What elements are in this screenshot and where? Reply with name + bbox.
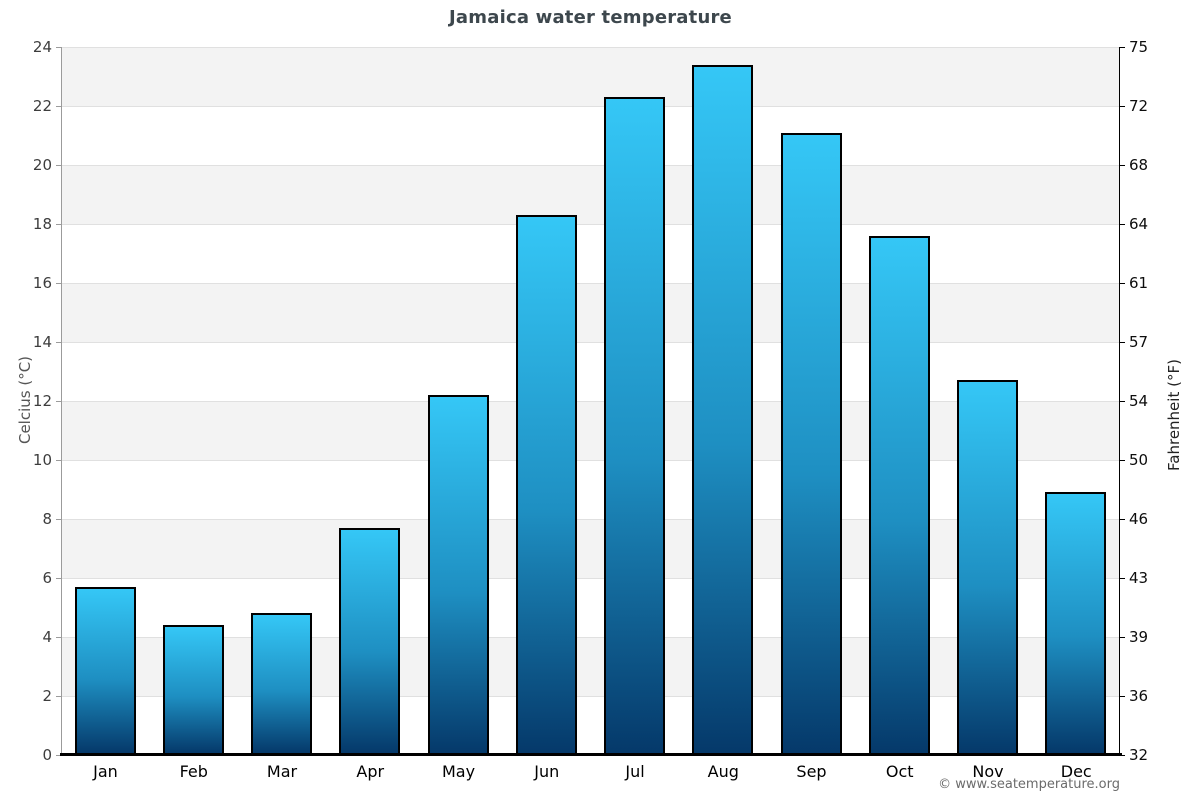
- gridline: [61, 223, 1120, 225]
- y-axis-right-tick: [1120, 636, 1125, 638]
- y-axis-right-tick: [1120, 341, 1125, 343]
- y-axis-left-tick: [56, 459, 61, 461]
- y-axis-right-tick-label: 43: [1129, 569, 1149, 587]
- y-axis-right-tick-label: 68: [1129, 156, 1149, 174]
- y-axis-left-tick-label: 10: [32, 451, 52, 469]
- y-axis-right-tick: [1120, 459, 1125, 461]
- gridline: [61, 282, 1120, 284]
- y-axis-left-tick: [56, 754, 61, 756]
- y-axis-left-title: Celcius (°C): [16, 355, 34, 445]
- y-axis-right-title: Fahrenheit (°F): [1165, 359, 1183, 471]
- y-axis-left-tick: [56, 400, 61, 402]
- copyright-attribution: © www.seatemperature.org: [938, 777, 1120, 792]
- bar-nov: [957, 380, 1019, 755]
- month-label-mar: Mar: [266, 762, 298, 781]
- y-axis-left-tick: [56, 341, 61, 343]
- y-axis-right-line: [1119, 47, 1120, 755]
- y-axis-left-tick: [56, 577, 61, 579]
- bar-sep: [780, 132, 842, 755]
- y-axis-right-tick-label: 39: [1129, 628, 1149, 646]
- bar-oct: [868, 235, 930, 755]
- month-label-oct: Oct: [885, 762, 914, 781]
- y-axis-left-tick: [56, 518, 61, 520]
- bar-mar: [251, 613, 313, 755]
- gridline: [61, 341, 1120, 343]
- y-axis-right-tick-label: 72: [1129, 97, 1149, 115]
- y-axis-left-tick: [56, 46, 61, 48]
- gridline: [61, 105, 1120, 107]
- month-label-nov: Nov: [972, 762, 1004, 781]
- y-axis-right-tick-label: 61: [1129, 274, 1149, 292]
- y-axis-right-tick-label: 75: [1129, 38, 1149, 56]
- y-axis-right-tick-label: 54: [1129, 392, 1149, 410]
- y-axis-left-tick-label: 2: [42, 687, 52, 705]
- month-label-dec: Dec: [1060, 762, 1092, 781]
- y-axis-right-tick: [1120, 105, 1125, 107]
- y-axis-right-tick: [1120, 164, 1125, 166]
- bar-jan: [74, 586, 136, 755]
- month-label-jun: Jun: [534, 762, 560, 781]
- gridline: [61, 400, 1120, 402]
- gridline: [61, 164, 1120, 166]
- y-axis-right-tick-label: 36: [1129, 687, 1149, 705]
- y-axis-right-tick: [1120, 223, 1125, 225]
- y-axis-left-tick-label: 22: [32, 97, 52, 115]
- y-axis-right-tick-label: 64: [1129, 215, 1149, 233]
- gridline: [61, 46, 1120, 48]
- gridline: [61, 636, 1120, 638]
- y-axis-right-tick: [1120, 400, 1125, 402]
- y-axis-left-tick-label: 12: [32, 392, 52, 410]
- bar-jul: [604, 97, 666, 755]
- y-axis-left-tick-label: 0: [42, 746, 52, 764]
- month-label-apr: Apr: [356, 762, 385, 781]
- month-label-jan: Jan: [93, 762, 118, 781]
- y-axis-right-tick: [1120, 282, 1125, 284]
- y-axis-left-tick: [56, 695, 61, 697]
- y-axis-left-tick-label: 4: [42, 628, 52, 646]
- y-axis-right-tick: [1120, 518, 1125, 520]
- y-axis-left-tick-label: 8: [42, 510, 52, 528]
- y-axis-left-tick-label: 16: [32, 274, 52, 292]
- y-axis-left-tick: [56, 105, 61, 107]
- y-axis-left-tick: [56, 636, 61, 638]
- y-axis-right-tick: [1120, 754, 1125, 756]
- month-label-feb: Feb: [179, 762, 208, 781]
- y-axis-right-tick: [1120, 577, 1125, 579]
- y-axis-left-tick-label: 18: [32, 215, 52, 233]
- month-label-jul: Jul: [625, 762, 645, 781]
- y-axis-right-tick-label: 46: [1129, 510, 1149, 528]
- y-axis-left-tick: [56, 164, 61, 166]
- y-axis-right-tick-label: 50: [1129, 451, 1149, 469]
- bar-aug: [692, 64, 754, 755]
- gridline: [61, 695, 1120, 697]
- y-axis-left-tick-label: 20: [32, 156, 52, 174]
- x-axis-line: [60, 753, 1122, 756]
- bar-dec: [1045, 492, 1107, 755]
- month-label-sep: Sep: [796, 762, 827, 781]
- bar-may: [427, 395, 489, 755]
- gridline: [61, 459, 1120, 461]
- y-axis-right-tick: [1120, 695, 1125, 697]
- y-axis-left-tick: [56, 223, 61, 225]
- month-label-aug: Aug: [707, 762, 739, 781]
- bar-feb: [162, 625, 224, 755]
- y-axis-left-tick-label: 24: [32, 38, 52, 56]
- y-axis-left-tick: [56, 282, 61, 284]
- bar-apr: [339, 527, 401, 755]
- chart-title: Jamaica water temperature: [449, 7, 732, 28]
- plot-area: [56, 46, 1125, 756]
- y-axis-right-tick-label: 32: [1129, 746, 1149, 764]
- bar-jun: [515, 215, 577, 755]
- y-axis-left-line: [61, 47, 62, 755]
- month-label-may: May: [441, 762, 476, 781]
- gridline: [61, 577, 1120, 579]
- gridline: [61, 518, 1120, 520]
- y-axis-left-tick-label: 6: [42, 569, 52, 587]
- y-axis-right-tick-label: 57: [1129, 333, 1149, 351]
- y-axis-left-tick-label: 14: [32, 333, 52, 351]
- y-axis-right-tick: [1120, 46, 1125, 48]
